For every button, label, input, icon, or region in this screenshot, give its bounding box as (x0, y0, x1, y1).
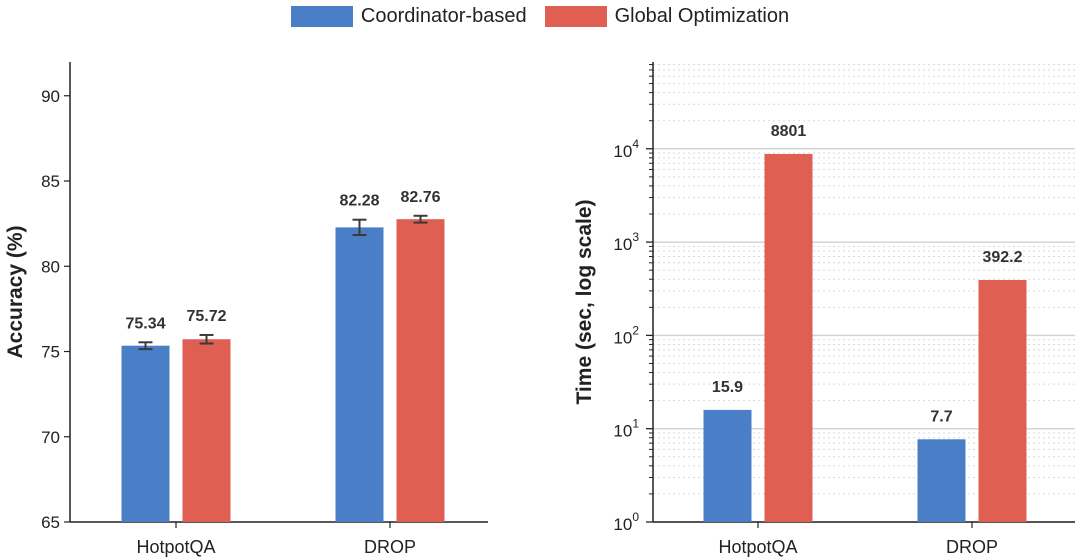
data-label: 75.72 (186, 308, 226, 325)
bar (917, 439, 966, 522)
y-tick-label: 70 (41, 428, 60, 447)
legend-item-global: Global Optimization (544, 4, 790, 28)
y-tick-label: 103 (613, 230, 639, 254)
legend-swatch-coordinator (290, 5, 353, 27)
bar (335, 227, 384, 522)
data-label: 82.76 (400, 189, 440, 206)
x-tick-label: DROP (364, 537, 416, 557)
y-tick-label: 75 (41, 343, 60, 362)
legend-swatch-global (544, 5, 607, 27)
data-label: 7.7 (930, 408, 952, 425)
data-label: 82.28 (339, 193, 379, 210)
bar (764, 153, 813, 522)
y-axis-title: Accuracy (%) (4, 225, 27, 358)
legend-item-coordinator: Coordinator-based (290, 4, 527, 28)
bar (396, 219, 445, 522)
bar (703, 409, 752, 522)
y-tick-label: 102 (613, 323, 639, 347)
y-tick-label: 85 (41, 172, 60, 191)
data-label: 15.9 (712, 379, 743, 396)
x-tick-label: HotpotQA (136, 537, 215, 557)
y-tick-label: 101 (613, 417, 639, 441)
legend: Coordinator-based Global Optimization (0, 0, 1080, 32)
x-tick-label: DROP (946, 537, 998, 557)
bar (978, 280, 1027, 522)
y-tick-label: 104 (613, 137, 639, 161)
y-tick-label: 100 (613, 510, 639, 534)
x-tick-label: HotpotQA (718, 537, 797, 557)
data-label: 392.2 (982, 249, 1022, 266)
y-tick-label: 65 (41, 513, 60, 532)
bar (182, 339, 231, 522)
data-label: 75.34 (125, 315, 165, 332)
y-tick-label: 80 (41, 257, 60, 276)
data-label: 8801 (771, 123, 807, 140)
y-axis-title: Time (sec, log scale) (573, 199, 596, 404)
y-tick-label: 90 (41, 87, 60, 106)
bar (121, 345, 170, 522)
legend-label-global: Global Optimization (614, 4, 790, 27)
legend-label-coordinator: Coordinator-based (360, 4, 527, 27)
